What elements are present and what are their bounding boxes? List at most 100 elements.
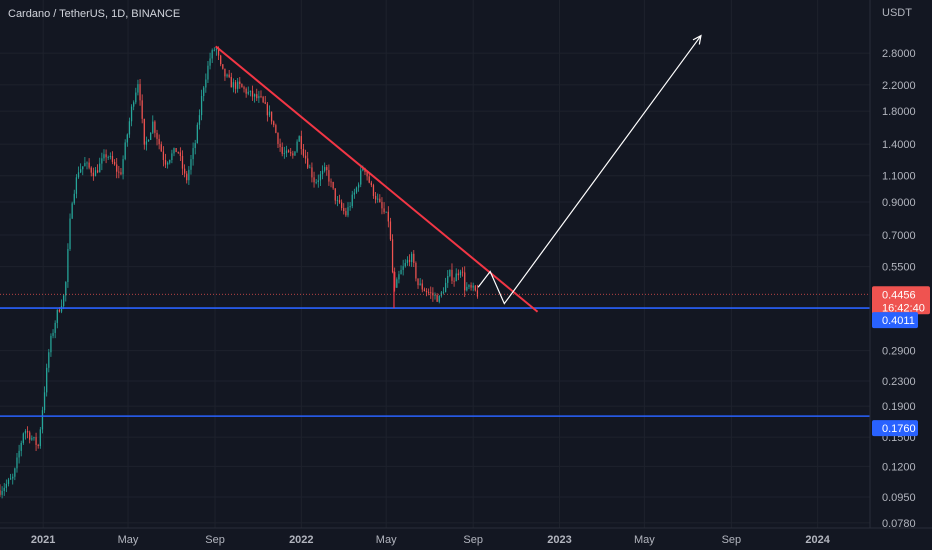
candle-body-down	[164, 159, 167, 165]
candle-body-up	[434, 295, 436, 296]
last-price-value: 0.4456	[882, 289, 916, 301]
candle-body-down	[368, 176, 370, 183]
candle-body-up	[24, 431, 27, 434]
candle-body-down	[158, 138, 160, 145]
price-tick-label: 0.5500	[882, 262, 916, 274]
candle-body-down	[374, 195, 377, 200]
candle-body-down	[273, 121, 275, 126]
candle-body-up	[472, 285, 474, 288]
candle-body-down	[143, 118, 145, 145]
price-axis[interactable]: 2.8000 2.2000 1.8000 1.4000 1.1000 0.9000 0.70…	[882, 48, 916, 530]
candle-body-up	[349, 206, 351, 208]
candle-body-up	[196, 124, 198, 144]
price-tick-label: 0.1900	[882, 401, 916, 413]
candle-body-down	[256, 94, 258, 99]
candle-body-up	[31, 438, 33, 440]
candle-body-down	[116, 164, 118, 172]
candle-body-up	[309, 167, 311, 169]
candle-body-up	[122, 159, 124, 175]
candle-body-down	[222, 64, 224, 69]
candle-body-down	[330, 181, 332, 183]
candle-body-up	[404, 262, 406, 267]
candle-body-up	[60, 306, 63, 312]
candle-body-down	[275, 125, 277, 133]
candle-body-up	[249, 90, 252, 92]
candle-body-up	[77, 172, 80, 178]
candle-body-down	[408, 259, 411, 262]
candle-body-up	[71, 203, 73, 219]
candle-body-up	[171, 153, 173, 161]
candle-body-up	[237, 81, 239, 89]
projection-path	[477, 35, 702, 305]
candle-body-up	[411, 253, 413, 262]
candle-body-down	[389, 221, 392, 240]
price-tick-label: 2.2000	[882, 80, 916, 92]
candle-body-down	[262, 96, 264, 103]
chart-drawings[interactable]	[0, 34, 870, 417]
candle-body-down	[270, 111, 273, 122]
candle-body-down	[279, 143, 281, 148]
candle-body-down	[464, 272, 466, 291]
candle-body-up	[46, 367, 48, 393]
candle-body-down	[141, 100, 143, 119]
candle-body-down	[430, 292, 432, 294]
candle-body-down	[415, 262, 417, 279]
candle-body-up	[419, 283, 421, 286]
candle-body-up	[107, 157, 109, 158]
candle-body-down	[156, 132, 158, 139]
candle-body-up	[294, 151, 296, 156]
time-axis[interactable]: 2021 May Sep 2022 May Sep 2023 May Sep 2024	[31, 534, 831, 546]
candle-body-down	[220, 55, 222, 65]
candle-body-up	[82, 166, 84, 170]
candle-body-up	[347, 207, 349, 216]
candle-body-down	[300, 136, 302, 150]
candle-body-up	[455, 273, 457, 282]
candle-body-up	[207, 65, 209, 80]
candle-body-down	[264, 102, 266, 104]
candle-body-down	[313, 177, 315, 183]
candle-body-down	[105, 154, 107, 158]
candle-body-up	[336, 200, 339, 201]
candle-body-up	[54, 322, 56, 333]
candle-body-down	[181, 155, 184, 169]
candle-body-up	[43, 392, 46, 411]
candle-body-up	[169, 160, 171, 163]
candle-body-down	[228, 74, 230, 77]
support-price-label-box	[872, 312, 918, 329]
candle-body-down	[290, 152, 292, 154]
candle-body-up	[317, 180, 319, 183]
candle-body-up	[357, 184, 360, 188]
price-tick-label: 0.7000	[882, 230, 916, 242]
candle-body-down	[175, 148, 177, 153]
candle-body-down	[372, 185, 375, 196]
candle-body-down	[379, 198, 381, 202]
candle-body-down	[113, 161, 116, 165]
chart-title: Cardano / TetherUS, 1D, BINANCE	[8, 8, 180, 20]
candle-body-down	[423, 289, 426, 291]
candle-body-down	[26, 431, 29, 433]
candle-body-down	[154, 121, 156, 133]
candle-body-down	[292, 153, 294, 156]
candle-body-down	[241, 84, 243, 88]
candle-body-down	[217, 48, 220, 56]
candle-body-up	[50, 335, 52, 353]
candle-body-up	[150, 132, 152, 140]
candle-body-up	[86, 162, 88, 164]
candle-body-up	[67, 249, 69, 283]
candle-body-down	[474, 285, 476, 291]
candle-body-up	[351, 194, 353, 207]
candle-body-up	[3, 487, 5, 491]
candle-body-up	[258, 96, 260, 99]
candle-body-up	[362, 168, 364, 171]
candle-body-up	[232, 82, 235, 88]
candle-body-up	[5, 483, 8, 488]
candle-body-up	[1, 490, 3, 495]
last-price-label-box	[872, 286, 930, 315]
candle-body-up	[48, 352, 50, 368]
candle-body-down	[58, 309, 61, 312]
time-tick-label: 2021	[31, 534, 55, 546]
candle-body-down	[224, 68, 226, 77]
